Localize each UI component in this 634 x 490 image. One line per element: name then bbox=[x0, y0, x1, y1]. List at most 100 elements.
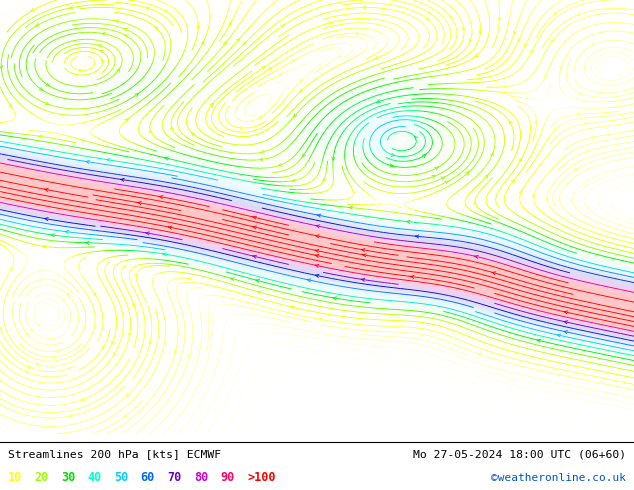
Text: Mo 27-05-2024 18:00 UTC (06+60): Mo 27-05-2024 18:00 UTC (06+60) bbox=[413, 449, 626, 460]
FancyArrowPatch shape bbox=[519, 159, 522, 162]
FancyArrowPatch shape bbox=[51, 234, 55, 237]
FancyArrowPatch shape bbox=[197, 25, 200, 28]
FancyArrowPatch shape bbox=[584, 202, 587, 205]
FancyArrowPatch shape bbox=[154, 26, 158, 30]
FancyArrowPatch shape bbox=[102, 345, 105, 349]
FancyArrowPatch shape bbox=[328, 22, 332, 24]
Text: 50: 50 bbox=[114, 471, 128, 484]
FancyArrowPatch shape bbox=[253, 216, 257, 219]
FancyArrowPatch shape bbox=[432, 175, 436, 178]
FancyArrowPatch shape bbox=[231, 278, 235, 281]
FancyArrowPatch shape bbox=[557, 334, 561, 337]
FancyArrowPatch shape bbox=[512, 180, 514, 183]
Text: 10: 10 bbox=[8, 471, 22, 484]
FancyArrowPatch shape bbox=[44, 188, 48, 192]
FancyArrowPatch shape bbox=[333, 297, 337, 300]
FancyArrowPatch shape bbox=[491, 153, 493, 156]
Text: 70: 70 bbox=[167, 471, 181, 484]
FancyArrowPatch shape bbox=[117, 69, 119, 73]
FancyArrowPatch shape bbox=[133, 303, 135, 307]
FancyArrowPatch shape bbox=[384, 353, 388, 356]
FancyArrowPatch shape bbox=[219, 350, 222, 354]
FancyArrowPatch shape bbox=[363, 6, 367, 9]
FancyArrowPatch shape bbox=[363, 254, 366, 257]
FancyArrowPatch shape bbox=[124, 28, 127, 31]
FancyArrowPatch shape bbox=[168, 226, 172, 229]
FancyArrowPatch shape bbox=[292, 179, 295, 182]
FancyArrowPatch shape bbox=[317, 214, 321, 217]
FancyArrowPatch shape bbox=[55, 349, 59, 352]
FancyArrowPatch shape bbox=[86, 241, 89, 245]
FancyArrowPatch shape bbox=[159, 196, 163, 198]
FancyArrowPatch shape bbox=[129, 333, 132, 336]
FancyArrowPatch shape bbox=[126, 393, 129, 397]
FancyArrowPatch shape bbox=[86, 161, 89, 164]
FancyArrowPatch shape bbox=[100, 50, 103, 53]
FancyArrowPatch shape bbox=[269, 67, 273, 71]
FancyArrowPatch shape bbox=[406, 220, 410, 223]
FancyArrowPatch shape bbox=[281, 24, 285, 28]
Text: Streamlines 200 hPa [kts] ECMWF: Streamlines 200 hPa [kts] ECMWF bbox=[8, 449, 221, 460]
FancyArrowPatch shape bbox=[552, 39, 554, 43]
FancyArrowPatch shape bbox=[378, 203, 382, 206]
FancyArrowPatch shape bbox=[192, 133, 195, 136]
FancyArrowPatch shape bbox=[356, 32, 359, 35]
FancyArrowPatch shape bbox=[390, 164, 394, 167]
FancyArrowPatch shape bbox=[125, 119, 129, 122]
FancyArrowPatch shape bbox=[228, 23, 231, 26]
FancyArrowPatch shape bbox=[39, 269, 42, 272]
FancyArrowPatch shape bbox=[449, 15, 452, 19]
FancyArrowPatch shape bbox=[253, 255, 257, 258]
FancyArrowPatch shape bbox=[479, 31, 482, 34]
FancyArrowPatch shape bbox=[164, 157, 168, 160]
FancyArrowPatch shape bbox=[39, 87, 43, 91]
FancyArrowPatch shape bbox=[514, 30, 516, 34]
FancyArrowPatch shape bbox=[373, 390, 377, 392]
FancyArrowPatch shape bbox=[422, 154, 426, 158]
FancyArrowPatch shape bbox=[65, 230, 68, 234]
FancyArrowPatch shape bbox=[242, 42, 247, 46]
FancyArrowPatch shape bbox=[292, 59, 296, 63]
FancyArrowPatch shape bbox=[123, 414, 127, 417]
FancyArrowPatch shape bbox=[25, 371, 29, 374]
FancyArrowPatch shape bbox=[475, 255, 478, 258]
FancyArrowPatch shape bbox=[120, 178, 124, 181]
FancyArrowPatch shape bbox=[69, 6, 73, 9]
FancyArrowPatch shape bbox=[435, 167, 439, 170]
FancyArrowPatch shape bbox=[403, 365, 406, 368]
FancyArrowPatch shape bbox=[579, 92, 583, 95]
FancyArrowPatch shape bbox=[299, 89, 303, 93]
Text: 60: 60 bbox=[141, 471, 155, 484]
FancyArrowPatch shape bbox=[318, 393, 322, 397]
FancyArrowPatch shape bbox=[410, 275, 414, 278]
FancyArrowPatch shape bbox=[9, 104, 11, 107]
FancyArrowPatch shape bbox=[278, 163, 282, 166]
FancyArrowPatch shape bbox=[545, 74, 548, 77]
FancyArrowPatch shape bbox=[365, 338, 369, 341]
FancyArrowPatch shape bbox=[346, 412, 349, 415]
FancyArrowPatch shape bbox=[474, 54, 479, 57]
FancyArrowPatch shape bbox=[316, 225, 320, 228]
Text: ©weatheronline.co.uk: ©weatheronline.co.uk bbox=[491, 472, 626, 483]
FancyArrowPatch shape bbox=[592, 136, 595, 139]
FancyArrowPatch shape bbox=[462, 27, 465, 30]
FancyArrowPatch shape bbox=[98, 45, 101, 48]
FancyArrowPatch shape bbox=[259, 158, 263, 161]
FancyArrowPatch shape bbox=[146, 7, 150, 10]
FancyArrowPatch shape bbox=[509, 121, 512, 124]
FancyArrowPatch shape bbox=[201, 41, 204, 45]
FancyArrowPatch shape bbox=[422, 395, 425, 398]
FancyArrowPatch shape bbox=[278, 74, 282, 77]
Text: 80: 80 bbox=[194, 471, 208, 484]
Text: 40: 40 bbox=[87, 471, 101, 484]
FancyArrowPatch shape bbox=[315, 254, 319, 257]
Text: 20: 20 bbox=[34, 471, 48, 484]
FancyArrowPatch shape bbox=[27, 366, 30, 369]
FancyArrowPatch shape bbox=[58, 313, 61, 316]
FancyArrowPatch shape bbox=[323, 178, 327, 181]
FancyArrowPatch shape bbox=[585, 122, 588, 125]
FancyArrowPatch shape bbox=[275, 365, 278, 368]
FancyArrowPatch shape bbox=[44, 218, 48, 220]
FancyArrowPatch shape bbox=[146, 232, 150, 235]
FancyArrowPatch shape bbox=[537, 339, 541, 343]
